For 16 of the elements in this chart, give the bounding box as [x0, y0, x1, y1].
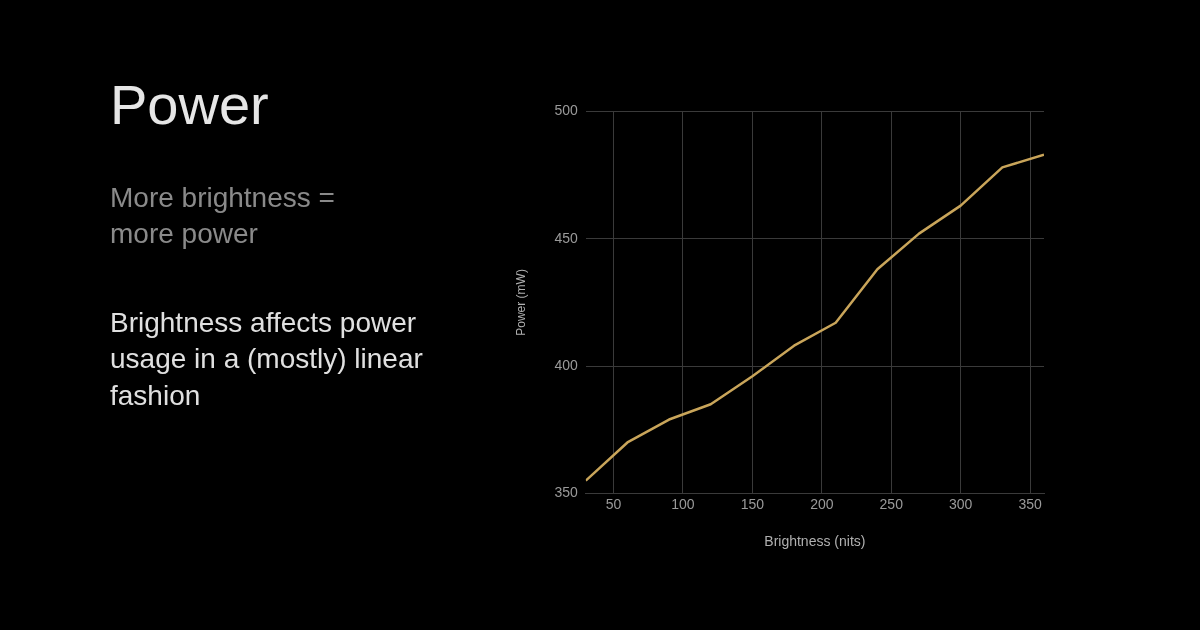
x-tick-label: 150 — [740, 495, 765, 512]
x-tick-label: 100 — [671, 495, 695, 512]
x-tick-label: 200 — [810, 495, 834, 512]
x-tick-label: 300 — [949, 495, 973, 512]
x-axis-title: Brightness (nits) — [764, 533, 866, 550]
y-tick-label: 500 — [554, 102, 578, 119]
text: Brightness affects power usage in a (mostly) linear fashion — [110, 306, 424, 413]
x-tick-label: 350 — [1018, 495, 1043, 512]
y-tick-label: 450 — [554, 229, 578, 246]
y-tick-label: 400 — [554, 356, 578, 373]
chart-title: Power — [110, 72, 269, 137]
y-axis-title: Power (mW) — [513, 269, 528, 336]
text: More brightness = more power — [110, 181, 336, 252]
x-tick-label: 250 — [879, 495, 904, 512]
x-tick-label: 50 — [605, 495, 622, 512]
y-tick-label: 350 — [554, 484, 578, 501]
